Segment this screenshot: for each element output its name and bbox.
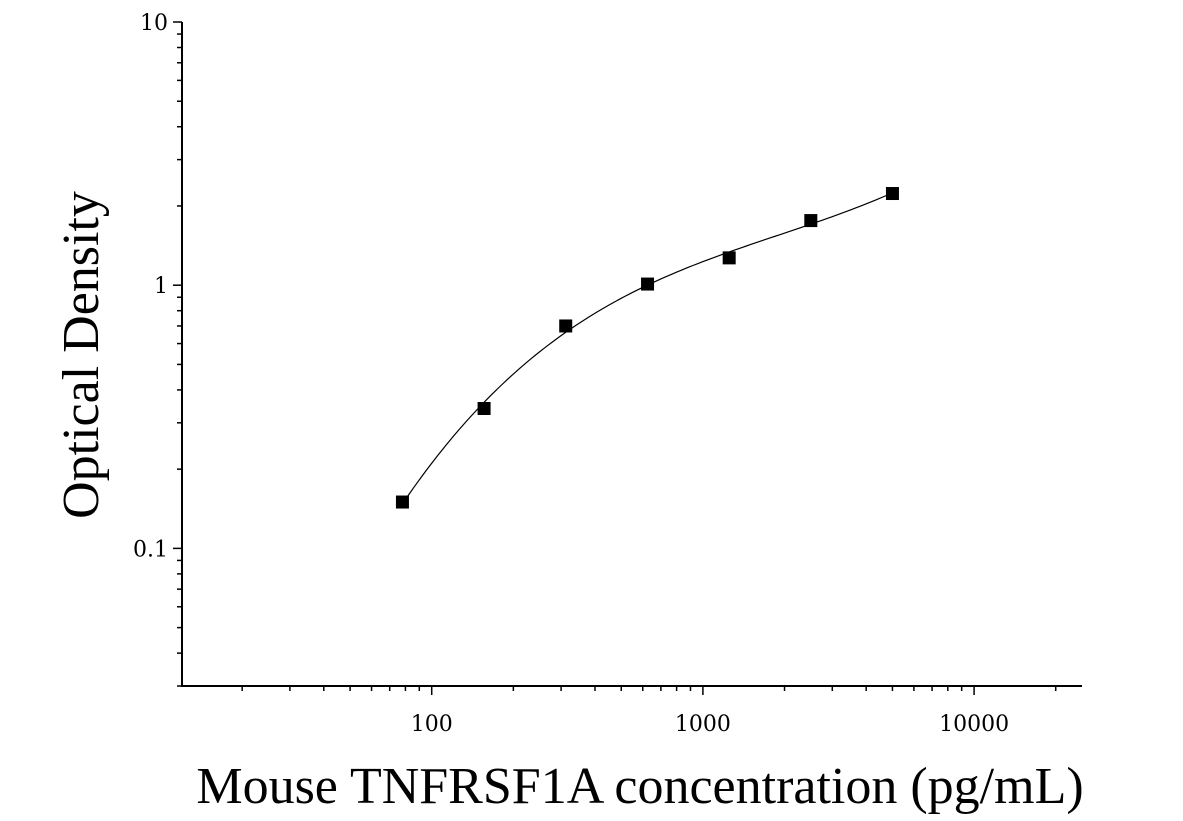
y-tick-label: 0.1 bbox=[133, 537, 168, 562]
fit-curve-layer bbox=[404, 192, 893, 500]
x-tick-label: 100 bbox=[411, 712, 453, 737]
data-point bbox=[641, 277, 655, 291]
data-point bbox=[722, 251, 736, 265]
data-points-layer bbox=[395, 187, 899, 509]
x-tick-label: 10000 bbox=[939, 712, 1009, 737]
y-tick-label: 1 bbox=[154, 274, 168, 299]
data-point bbox=[885, 187, 899, 201]
data-point bbox=[559, 319, 573, 333]
data-point bbox=[804, 214, 818, 228]
data-point bbox=[477, 402, 491, 416]
data-point bbox=[395, 495, 409, 509]
axes bbox=[173, 21, 1082, 695]
y-tick-label: 10 bbox=[140, 11, 168, 36]
x-axis-title: Mouse TNFRSF1A concentration (pg/mL) bbox=[196, 758, 1083, 815]
fit-curve-line bbox=[404, 192, 893, 500]
x-tick-label: 1000 bbox=[675, 712, 731, 737]
y-axis-title: Optical Density bbox=[53, 191, 110, 519]
tick-labels-layer: 0.1 1 10 100 1000 10000 bbox=[133, 11, 1009, 737]
